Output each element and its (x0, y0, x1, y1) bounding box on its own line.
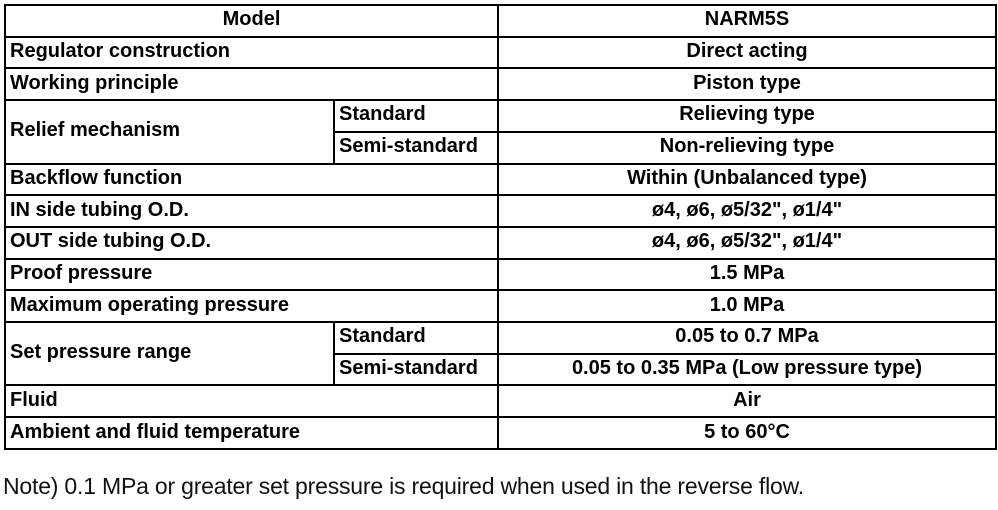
row-out-side-tubing: OUT side tubing O.D. ø4, ø6, ø5/32", ø1/… (4, 225, 997, 260)
row-value: 5 to 60°C (497, 416, 997, 450)
row-maximum-operating-pressure: Maximum operating pressure 1.0 MPa (4, 289, 997, 324)
row-value: Relieving type (497, 99, 997, 133)
row-value: Non-relieving type (497, 130, 997, 165)
row-fluid: Fluid Air (4, 384, 997, 419)
spec-table: Model NARM5S Regulator construction Dire… (4, 4, 997, 450)
row-label: Maximum operating pressure (4, 289, 499, 324)
row-value: Direct acting (497, 35, 997, 70)
row-label: Set pressure range (4, 321, 335, 387)
row-label: OUT side tubing O.D. (4, 225, 499, 260)
row-proof-pressure: Proof pressure 1.5 MPa (4, 257, 997, 292)
row-label: Fluid (4, 384, 499, 419)
row-set-pressure-range-semi-standard: Semi-standard 0.05 to 0.35 MPa (Low pres… (5, 352, 997, 387)
row-label: Proof pressure (4, 257, 499, 292)
row-label: IN side tubing O.D. (4, 194, 499, 228)
row-label: Relief mechanism (4, 99, 335, 165)
row-model: Model NARM5S (4, 4, 997, 38)
row-value: ø4, ø6, ø5/32", ø1/4" (497, 194, 997, 228)
row-working-principle: Working principle Piston type (4, 67, 997, 102)
row-label: Backflow function (4, 162, 499, 197)
subrow-label: Standard (333, 99, 499, 133)
row-value: Piston type (497, 67, 997, 102)
model-label-cell: Model (4, 4, 499, 38)
row-relief-mechanism-semi-standard: Semi-standard Non-relieving type (5, 130, 997, 165)
row-value: 1.0 MPa (497, 289, 997, 324)
note-text: Note) 0.1 MPa or greater set pressure is… (3, 473, 804, 499)
subrow-label: Semi-standard (333, 130, 499, 165)
row-value: 0.05 to 0.35 MPa (Low pressure type) (497, 352, 997, 387)
row-set-pressure-range-standard: Set pressure range Standard 0.05 to 0.7 … (4, 321, 997, 387)
row-label: Ambient and fluid temperature (4, 416, 499, 450)
row-in-side-tubing: IN side tubing O.D. ø4, ø6, ø5/32", ø1/4… (4, 194, 997, 228)
row-backflow-function: Backflow function Within (Unbalanced typ… (4, 162, 997, 197)
row-ambient-fluid-temperature: Ambient and fluid temperature 5 to 60°C (4, 416, 997, 450)
model-value-cell: NARM5S (497, 4, 997, 38)
row-regulator-construction: Regulator construction Direct acting (4, 35, 997, 70)
row-value: 0.05 to 0.7 MPa (497, 321, 997, 355)
row-value: ø4, ø6, ø5/32", ø1/4" (497, 225, 997, 260)
row-value: Within (Unbalanced type) (497, 162, 997, 197)
row-label: Working principle (4, 67, 499, 102)
row-value: 1.5 MPa (497, 257, 997, 292)
row-relief-mechanism-standard: Relief mechanism Standard Relieving type (4, 99, 997, 165)
subrow-label: Standard (333, 321, 499, 355)
row-label: Regulator construction (4, 35, 499, 70)
row-value: Air (497, 384, 997, 419)
subrow-label: Semi-standard (333, 352, 499, 387)
